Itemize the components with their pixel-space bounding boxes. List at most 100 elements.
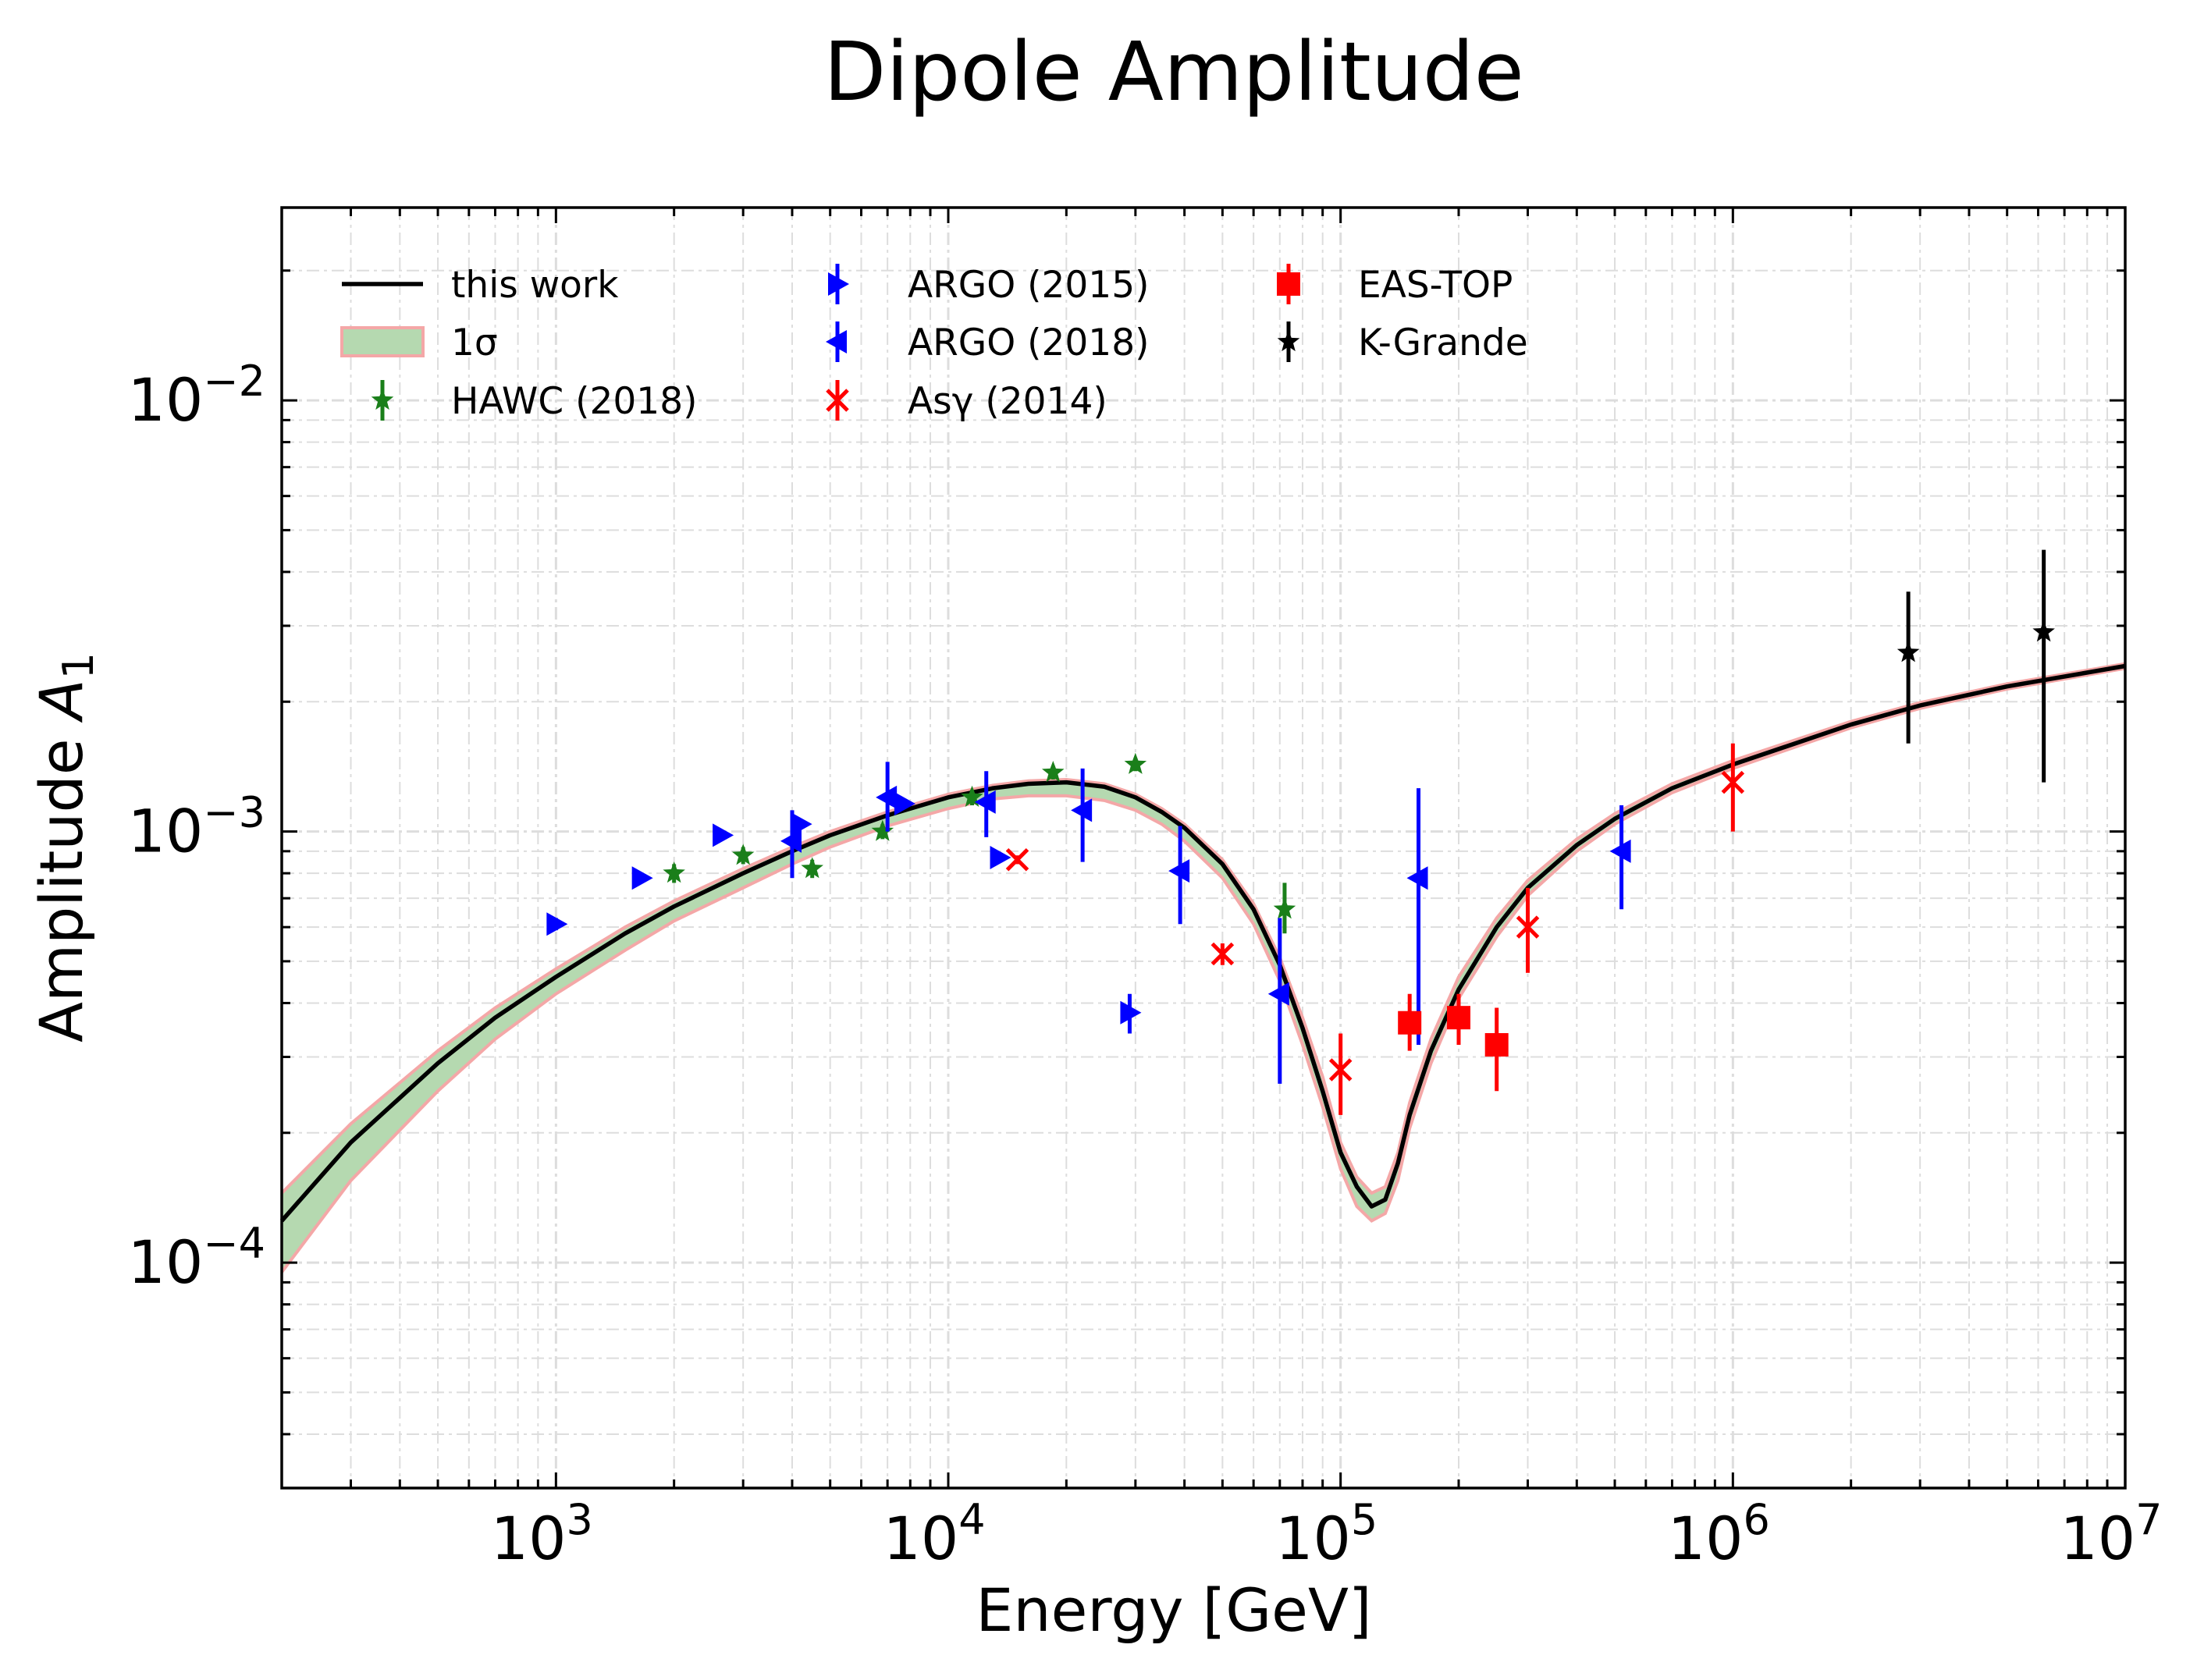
x-tick-base: 10 [2060, 1504, 2135, 1573]
legend-marker [826, 389, 849, 412]
data-point [1484, 1032, 1509, 1057]
x-tick-label: 104 [883, 1495, 985, 1573]
plot-frame [280, 206, 2127, 1490]
legend-marker [371, 389, 394, 410]
data-point [1406, 866, 1428, 890]
data-points [546, 549, 2055, 1115]
data-point [631, 866, 653, 890]
legend-band-swatch [340, 326, 425, 357]
model-curve [279, 663, 2126, 1223]
data-point [1124, 752, 1147, 774]
y-tick-base: 10 [128, 365, 204, 435]
y-tick-base: 10 [128, 797, 204, 866]
x-marker-stroke [1516, 915, 1540, 939]
legend-entry: ARGO (2015) [828, 264, 1149, 307]
legend-label: ARGO (2018) [908, 321, 1149, 364]
legend-label: Asγ (2014) [908, 380, 1107, 423]
data-point [801, 857, 823, 879]
y-tick-exponent: −2 [203, 357, 265, 406]
y-axis-label: Amplitude A1 [27, 652, 103, 1042]
data-point [791, 812, 812, 836]
x-axis-label: Energy [GeV] [976, 1575, 1371, 1645]
y-axis-label-symbol: A [27, 679, 96, 723]
model-curve-group [279, 663, 2126, 1223]
data-point [1609, 839, 1631, 863]
legend-label: EAS-TOP [1358, 264, 1513, 307]
x-tick-label: 107 [2060, 1495, 2162, 1573]
x-tick-exponent: 4 [958, 1495, 985, 1544]
x-tick-exponent: 6 [1744, 1495, 1770, 1544]
series-eas-top [1398, 993, 1509, 1092]
y-tick-base: 10 [128, 1227, 204, 1297]
series-k-grande [1897, 549, 2055, 783]
data-point [1273, 897, 1296, 919]
legend-entry: this work [342, 264, 619, 307]
legend: this work 1σ HAWC (2018) ARGO (2015) ARGO (2… [340, 264, 1528, 423]
chart-title: Dipole Amplitude [823, 24, 1524, 119]
series-argo-2015 [546, 791, 1142, 1034]
legend-entry: ARGO (2018) [826, 321, 1149, 364]
data-point [871, 819, 894, 841]
data-point [731, 844, 755, 865]
x-tick-exponent: 3 [567, 1495, 593, 1544]
legend-label: HAWC (2018) [451, 380, 697, 423]
x-marker-stroke [1210, 942, 1235, 966]
data-point [1897, 641, 1920, 662]
y-tick-exponent: −3 [203, 788, 265, 837]
data-point [1516, 915, 1540, 939]
data-point [1042, 761, 1065, 783]
data-point [663, 861, 685, 883]
legend-label: this work [451, 264, 619, 307]
legend-marker [1277, 330, 1300, 352]
x-marker-stroke [826, 389, 849, 412]
data-point [2032, 620, 2055, 642]
x-tick-label: 103 [491, 1495, 593, 1573]
data-point [1005, 848, 1029, 872]
x-marker-stroke [1328, 1058, 1353, 1082]
sigma-band-upper-edge [280, 662, 2126, 1195]
x-tick-exponent: 7 [2135, 1495, 2162, 1544]
legend-entry: HAWC (2018) [371, 380, 697, 423]
y-tick-label: 10−3 [128, 788, 265, 866]
x-tick-base: 10 [883, 1504, 958, 1573]
series-hawc-2018 [663, 752, 1296, 934]
sigma-band [280, 662, 2126, 1273]
y-tick-label: 10−2 [128, 357, 265, 435]
data-point [1071, 798, 1093, 822]
series-as-2014 [1005, 743, 1745, 1115]
x-tick-exponent: 5 [1351, 1495, 1378, 1544]
grid [281, 208, 2127, 1489]
legend-label: K-Grande [1358, 321, 1528, 364]
x-marker-stroke [1005, 848, 1029, 872]
data-point [546, 912, 568, 936]
data-point [1446, 1006, 1470, 1030]
legend-entry: Asγ (2014) [826, 380, 1107, 423]
series-argo-2018 [780, 762, 1631, 1084]
x-tick-base: 10 [1668, 1504, 1744, 1573]
x-marker-stroke [1721, 770, 1745, 794]
legend-marker [1277, 272, 1300, 296]
data-point [1721, 770, 1745, 794]
data-point [1168, 859, 1190, 883]
data-point [1210, 942, 1235, 966]
data-point [1267, 982, 1289, 1006]
legend-label: ARGO (2015) [908, 264, 1149, 307]
legend-entry: EAS-TOP [1277, 264, 1513, 307]
data-point [1120, 1000, 1142, 1025]
data-point [974, 790, 996, 814]
y-tick-label: 10−4 [128, 1219, 265, 1297]
legend-label: 1σ [451, 321, 498, 364]
legend-marker [826, 330, 847, 353]
data-point [713, 823, 734, 847]
legend-entry: K-Grande [1277, 321, 1528, 364]
y-axis-label-main: Amplitude [27, 719, 96, 1042]
sigma-band-lower-edge [280, 666, 2126, 1273]
data-point [780, 829, 802, 853]
data-point [1398, 1010, 1422, 1035]
data-point [990, 845, 1011, 869]
x-tick-label: 105 [1275, 1495, 1378, 1573]
y-axis-label-subscript: 1 [54, 652, 103, 679]
x-tick-base: 10 [491, 1504, 567, 1573]
